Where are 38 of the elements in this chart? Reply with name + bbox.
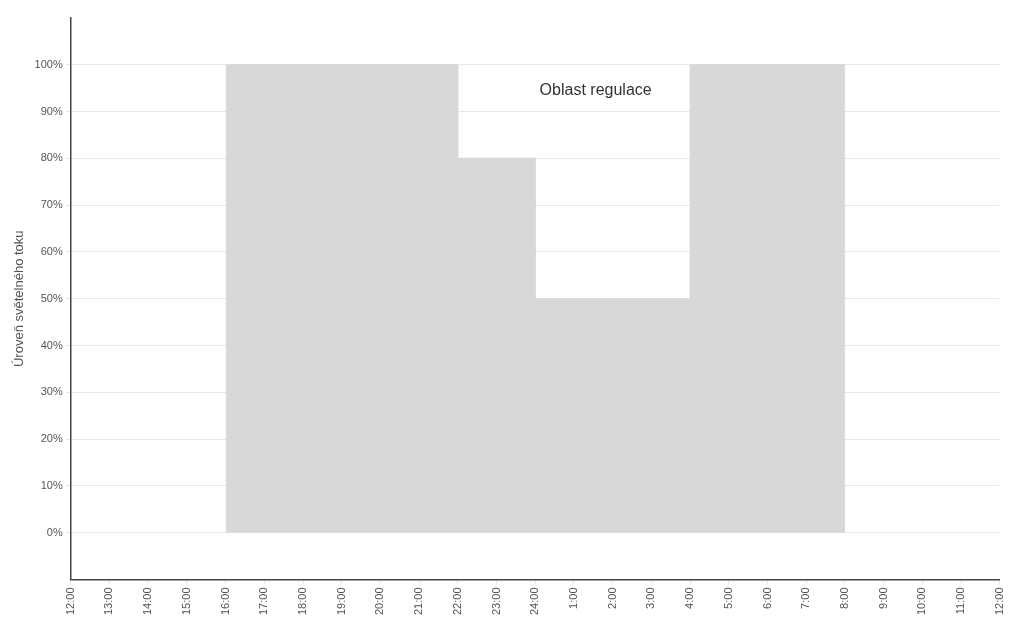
y-tick-label: 40% [40,338,63,351]
y-tick-label: 50% [40,291,63,304]
y-tick-label: 60% [40,244,63,257]
x-tick-label: 18:00 [296,587,309,615]
y-tick-label: 100% [34,57,63,70]
x-tick-label: 23:00 [489,587,502,615]
y-tick-label: 90% [40,104,63,117]
x-tick-label: 20:00 [373,587,386,615]
x-tick-label: 12:00 [63,587,76,615]
x-tick-label: 6:00 [760,587,773,609]
x-tick-label: 13:00 [102,587,115,615]
y-axis-title: Úroveň světelného toku [11,230,27,368]
x-tick-label: 7:00 [799,587,812,609]
x-tick-label: 24:00 [528,587,541,615]
y-tick-label: 80% [40,151,63,164]
y-tick-label: 0% [46,525,63,538]
x-tick-label: 9:00 [876,587,889,609]
x-tick-label: 3:00 [644,587,657,609]
y-tick-label: 70% [40,198,63,211]
x-tick-label: 22:00 [450,587,463,615]
x-tick-label: 15:00 [179,587,192,615]
y-tick-label: 20% [40,432,63,445]
x-tick-label: 16:00 [218,587,231,615]
y-tick-label: 10% [40,478,63,491]
x-tick-label: 11:00 [954,587,967,615]
x-tick-label: 17:00 [257,587,270,615]
annotation: Oblast regulace [539,81,652,99]
x-tick-label: 10:00 [915,587,928,615]
x-tick-label: 12:00 [992,587,1005,615]
x-tick-label: 8:00 [837,587,850,609]
x-tick-label: 2:00 [605,587,618,609]
y-tick-label: 30% [40,385,63,398]
x-tick-label: 19:00 [334,587,347,615]
x-tick-label: 21:00 [412,587,425,615]
x-tick-label: 4:00 [683,587,696,609]
x-tick-label: 5:00 [721,587,734,609]
x-tick-label: 14:00 [141,587,154,615]
x-tick-label: 1:00 [567,587,580,609]
